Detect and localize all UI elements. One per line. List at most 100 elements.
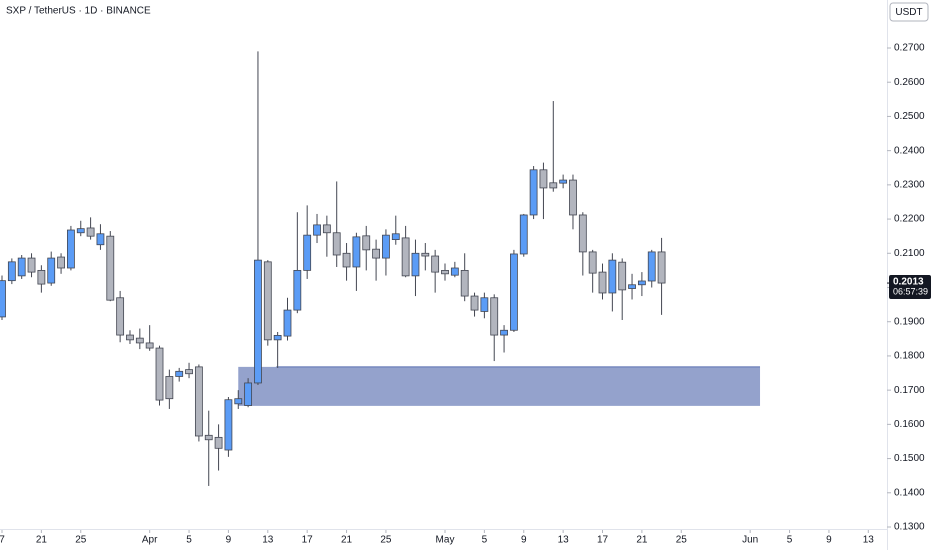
candle-body bbox=[67, 229, 75, 269]
countdown-label: 06:57:39 bbox=[893, 286, 928, 296]
candle-body bbox=[352, 236, 361, 268]
y-tick-label: 0.1400 bbox=[894, 487, 925, 498]
candle-body bbox=[618, 261, 627, 291]
candle-body bbox=[204, 434, 213, 441]
candle-body bbox=[17, 257, 26, 277]
candle-body bbox=[362, 235, 371, 251]
y-tick-label: 0.2500 bbox=[894, 111, 925, 122]
x-tick-label: 21 bbox=[341, 535, 353, 546]
y-tick-label: 0.1600 bbox=[894, 419, 925, 430]
candle-body bbox=[7, 261, 16, 282]
candle-body bbox=[411, 252, 420, 277]
candle-body bbox=[372, 248, 380, 259]
candle-body bbox=[155, 347, 164, 401]
candle-body bbox=[421, 252, 430, 257]
y-tick-label: 0.2400 bbox=[894, 145, 925, 156]
candle-body bbox=[431, 255, 440, 273]
x-tick-label: 7 bbox=[0, 535, 5, 546]
candle-body bbox=[382, 234, 390, 259]
candle-body bbox=[549, 182, 558, 189]
candle-body bbox=[470, 295, 479, 311]
candle-body bbox=[254, 259, 262, 384]
candle-body bbox=[273, 334, 282, 341]
candle-body bbox=[116, 297, 125, 336]
candle-body bbox=[283, 309, 292, 337]
y-tick-label: 0.2200 bbox=[894, 214, 925, 225]
candle-body bbox=[401, 237, 410, 277]
candle-body bbox=[657, 251, 666, 284]
candle-body bbox=[460, 269, 469, 297]
candle-body bbox=[529, 169, 538, 216]
candle-body bbox=[214, 436, 223, 449]
candle-body bbox=[441, 269, 449, 275]
candle-body bbox=[0, 280, 6, 318]
y-tick-label: 0.2600 bbox=[894, 77, 925, 88]
x-tick-label: 5 bbox=[482, 535, 488, 546]
candle-body bbox=[322, 224, 331, 234]
y-tick-label: 0.2300 bbox=[894, 179, 925, 190]
x-tick-label: 5 bbox=[186, 535, 192, 546]
y-tick-label: 0.1500 bbox=[894, 453, 925, 464]
candle-body bbox=[47, 257, 56, 284]
x-tick-label: 21 bbox=[36, 535, 48, 546]
candle-body bbox=[510, 253, 518, 331]
candle-body bbox=[263, 261, 272, 341]
candle-body bbox=[76, 228, 85, 234]
candle-body bbox=[332, 232, 341, 256]
x-tick-label: 25 bbox=[676, 535, 688, 546]
candle-body bbox=[480, 297, 489, 312]
candle-body bbox=[234, 398, 243, 405]
candle-body bbox=[126, 334, 134, 341]
candle-body bbox=[578, 214, 587, 253]
candle-body bbox=[569, 179, 577, 216]
currency-label[interactable]: USDT bbox=[895, 7, 922, 18]
last-price-label: 0.2013 bbox=[893, 277, 924, 288]
candle-body bbox=[391, 233, 400, 240]
candle-body bbox=[27, 257, 36, 273]
x-tick-label: 9 bbox=[521, 535, 527, 546]
x-tick-label: 21 bbox=[636, 535, 648, 546]
x-tick-label: 13 bbox=[262, 535, 274, 546]
y-tick-label: 0.2100 bbox=[894, 248, 925, 259]
x-tick-label: 13 bbox=[558, 535, 570, 546]
candle-body bbox=[647, 251, 656, 282]
y-tick-label: 0.2700 bbox=[894, 43, 925, 54]
candle-body bbox=[303, 234, 312, 271]
candle-body bbox=[106, 235, 115, 301]
candle-body bbox=[450, 267, 459, 276]
candle-body bbox=[135, 337, 144, 344]
candle-body bbox=[559, 179, 568, 184]
candle-body bbox=[57, 256, 65, 269]
demand-zone bbox=[238, 366, 761, 406]
candle-body bbox=[608, 259, 617, 294]
y-tick-label: 0.1900 bbox=[894, 316, 925, 327]
candle-body bbox=[598, 271, 607, 294]
x-tick-label: 5 bbox=[787, 535, 793, 546]
candle-body bbox=[224, 399, 233, 451]
y-tick-label: 0.1700 bbox=[894, 385, 925, 396]
currency-box[interactable] bbox=[889, 2, 929, 22]
candle-body bbox=[86, 227, 95, 237]
x-tick-label: 9 bbox=[226, 535, 232, 546]
candle-body bbox=[519, 214, 528, 255]
x-tick-label: 25 bbox=[75, 535, 87, 546]
candle-body bbox=[342, 252, 351, 268]
chart-title: SXP / TetherUS · 1D · BINANCE bbox=[6, 6, 151, 17]
candle-body bbox=[175, 370, 184, 377]
x-tick-label: 25 bbox=[380, 535, 392, 546]
x-tick-label: Jun bbox=[742, 535, 758, 546]
candle-body bbox=[194, 366, 203, 437]
candle-body bbox=[293, 269, 302, 311]
candle-body bbox=[313, 224, 321, 236]
x-tick-label: 9 bbox=[826, 535, 832, 546]
candle-body bbox=[628, 284, 636, 289]
candle-body bbox=[490, 297, 499, 336]
candle-body bbox=[145, 342, 154, 349]
candle-body bbox=[165, 376, 174, 400]
candle-body bbox=[539, 169, 548, 189]
y-tick-label: 0.1300 bbox=[894, 522, 925, 533]
y-tick-label: 0.1800 bbox=[894, 351, 925, 362]
candle-body bbox=[500, 329, 508, 336]
